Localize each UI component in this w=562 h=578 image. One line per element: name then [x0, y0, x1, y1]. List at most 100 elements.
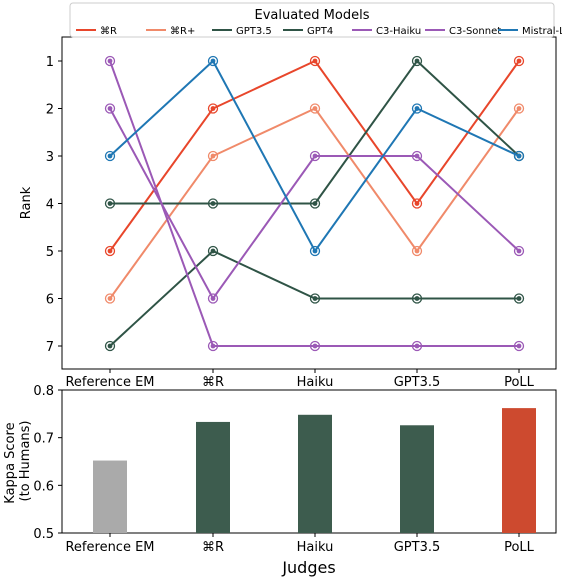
legend-label: GPT3.5: [236, 26, 272, 37]
series-point-dot-2: [516, 296, 522, 301]
rank-y-tick-label: 3: [46, 150, 54, 165]
legend-label: GPT4: [307, 26, 333, 37]
series-point-dot-2: [414, 296, 420, 301]
series-point-dot-6: [107, 153, 113, 159]
series-point-3: [309, 198, 321, 209]
series-point-2: [207, 245, 219, 257]
series-point-5: [513, 245, 525, 257]
kappa-y-axis-title-line-1: Kappa Score: [3, 422, 18, 503]
series-point-dot-5: [516, 248, 522, 254]
legend-items: ⌘R ⌘R+ GPT3.5 GPT4 C3-Haiku C3-Sonnet Mistral-…: [76, 26, 562, 37]
series-point-dot-1: [516, 106, 522, 111]
series-point-dot-0: [210, 106, 216, 111]
series-point-dot-2: [107, 343, 113, 349]
kappa-bar: [502, 408, 536, 533]
series-point-3: [104, 198, 116, 209]
series-point-6: [309, 245, 321, 257]
series-point-5: [309, 150, 321, 162]
rank-series: [104, 55, 525, 352]
series-point-dot-5: [210, 296, 216, 301]
kappa-y-axis-title: Kappa Score (to Humans): [3, 418, 33, 503]
rank-x-tick-label: PoLL: [504, 375, 535, 390]
kappa-x-tick-label: ⌘R: [202, 540, 224, 555]
series-point-2: [513, 293, 525, 304]
series-point-dot-3: [210, 201, 216, 206]
kappa-y-axis-title-line-2: (to Humans): [18, 421, 33, 502]
series-point-0: [513, 55, 525, 67]
kappa-bar: [196, 421, 230, 533]
rank-y-axis-title: Rank: [19, 186, 34, 219]
series-point-dot-6: [210, 58, 216, 64]
rank-y-tick-label: 1: [46, 55, 54, 70]
legend-label: Mistral-L: [522, 26, 562, 37]
kappa-y-tick-label: 0.5: [33, 527, 54, 542]
series-point-dot-6: [414, 106, 420, 111]
kappa-bar: [93, 460, 127, 533]
series-point-4: [309, 340, 321, 352]
rank-x-tick-label: Reference EM: [65, 375, 154, 390]
series-point-0: [104, 245, 116, 257]
rank-x-tick-label: GPT3.5: [394, 375, 441, 390]
series-point-dot-4: [414, 343, 420, 349]
series-point-0: [309, 55, 321, 67]
series-point-2: [309, 293, 321, 304]
series-point-4: [411, 340, 423, 352]
kappa-bar: [298, 414, 332, 533]
series-point-1: [513, 103, 525, 114]
rank-x-ticks: Reference EM ⌘R Haiku GPT3.5 PoLL: [65, 369, 535, 390]
kappa-y-ticks: 0.5 0.6 0.7 0.8: [33, 384, 62, 542]
series-point-0: [207, 103, 219, 114]
kappa-bars: [93, 408, 536, 533]
series-point-1: [411, 245, 423, 257]
kappa-bar: [400, 425, 434, 533]
series-point-dot-4: [516, 343, 522, 349]
series-point-dot-4: [312, 343, 318, 349]
rank-y-tick-label: 6: [46, 293, 54, 308]
series-point-dot-4: [107, 58, 113, 64]
series-point-dot-1: [210, 153, 216, 159]
rank-y-tick-label: 2: [46, 103, 54, 118]
kappa-x-tick-label: GPT3.5: [394, 540, 441, 555]
series-point-dot-3: [312, 201, 318, 206]
series-point-dot-1: [414, 248, 420, 254]
series-point-dot-1: [107, 296, 113, 301]
rank-y-ticks: 1 2 3 4 5 6 7: [46, 55, 62, 355]
kappa-x-tick-label: Reference EM: [65, 540, 154, 555]
series-point-3: [411, 55, 423, 67]
series-point-dot-6: [312, 248, 318, 254]
series-point-4: [513, 340, 525, 352]
series-point-dot-2: [312, 296, 318, 301]
series-point-3: [207, 198, 219, 209]
kappa-x-tick-label: PoLL: [504, 540, 535, 555]
series-point-1: [207, 150, 219, 162]
legend-label: ⌘R: [100, 26, 117, 37]
series-point-dot-1: [312, 106, 318, 111]
series-point-5: [411, 150, 423, 162]
legend-label: C3-Haiku: [376, 26, 421, 37]
series-point-dot-0: [414, 201, 420, 206]
kappa-x-axis-title: Judges: [281, 558, 335, 577]
series-point-1: [104, 293, 116, 304]
legend: Evaluated Models ⌘R ⌘R+ GPT3.5 GPT4 C3-Haiku…: [69, 2, 562, 38]
rank-y-tick-label: 5: [46, 245, 54, 260]
series-point-5: [207, 293, 219, 304]
series-point-dot-4: [210, 343, 216, 349]
series-point-5: [104, 103, 116, 114]
rank-y-tick-label: 7: [46, 340, 54, 355]
series-point-2: [104, 340, 116, 352]
rank-y-tick-label: 4: [46, 198, 54, 213]
series-point-dot-5: [312, 153, 318, 159]
series-point-6: [411, 103, 423, 114]
series-point-dot-5: [107, 106, 113, 111]
series-point-4: [207, 340, 219, 352]
series-point-dot-3: [107, 201, 113, 206]
legend-label: ⌘R+: [170, 26, 195, 37]
legend-label: C3-Sonnet: [449, 26, 501, 37]
series-point-dot-0: [312, 58, 318, 64]
series-point-dot-5: [414, 153, 420, 159]
series-point-dot-3: [414, 58, 420, 64]
kappa-y-tick-label: 0.8: [33, 384, 54, 399]
series-line-3: [110, 59, 520, 205]
series-point-6: [207, 55, 219, 67]
series-point-dot-0: [516, 58, 522, 64]
